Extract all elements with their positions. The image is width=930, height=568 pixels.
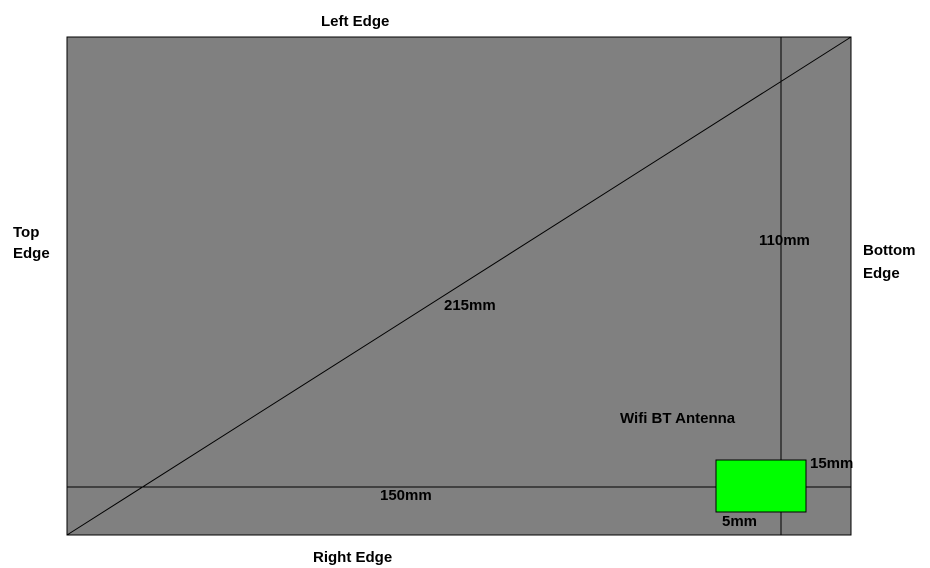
height-dimension-label: 110mm (759, 232, 810, 249)
wifi-bt-antenna-block (715, 459, 807, 513)
diagonal-dimension-label: 215mm (444, 297, 496, 314)
diagonal-line (66, 36, 852, 536)
antenna-height-label: 15mm (810, 455, 854, 472)
width-dimension-label: 150mm (380, 487, 432, 504)
antenna-label: Wifi BT Antenna (620, 410, 736, 427)
top-edge-label-line2: Edge (13, 245, 50, 262)
antenna-offset-label: 5mm (722, 513, 758, 530)
bottom-edge-label-line1: Bottom (863, 242, 916, 259)
top-edge-label-line1: Top (13, 224, 40, 241)
left-edge-label: Left Edge (321, 13, 390, 30)
right-edge-label: Right Edge (313, 549, 393, 566)
bottom-edge-label-line2: Edge (863, 265, 900, 282)
